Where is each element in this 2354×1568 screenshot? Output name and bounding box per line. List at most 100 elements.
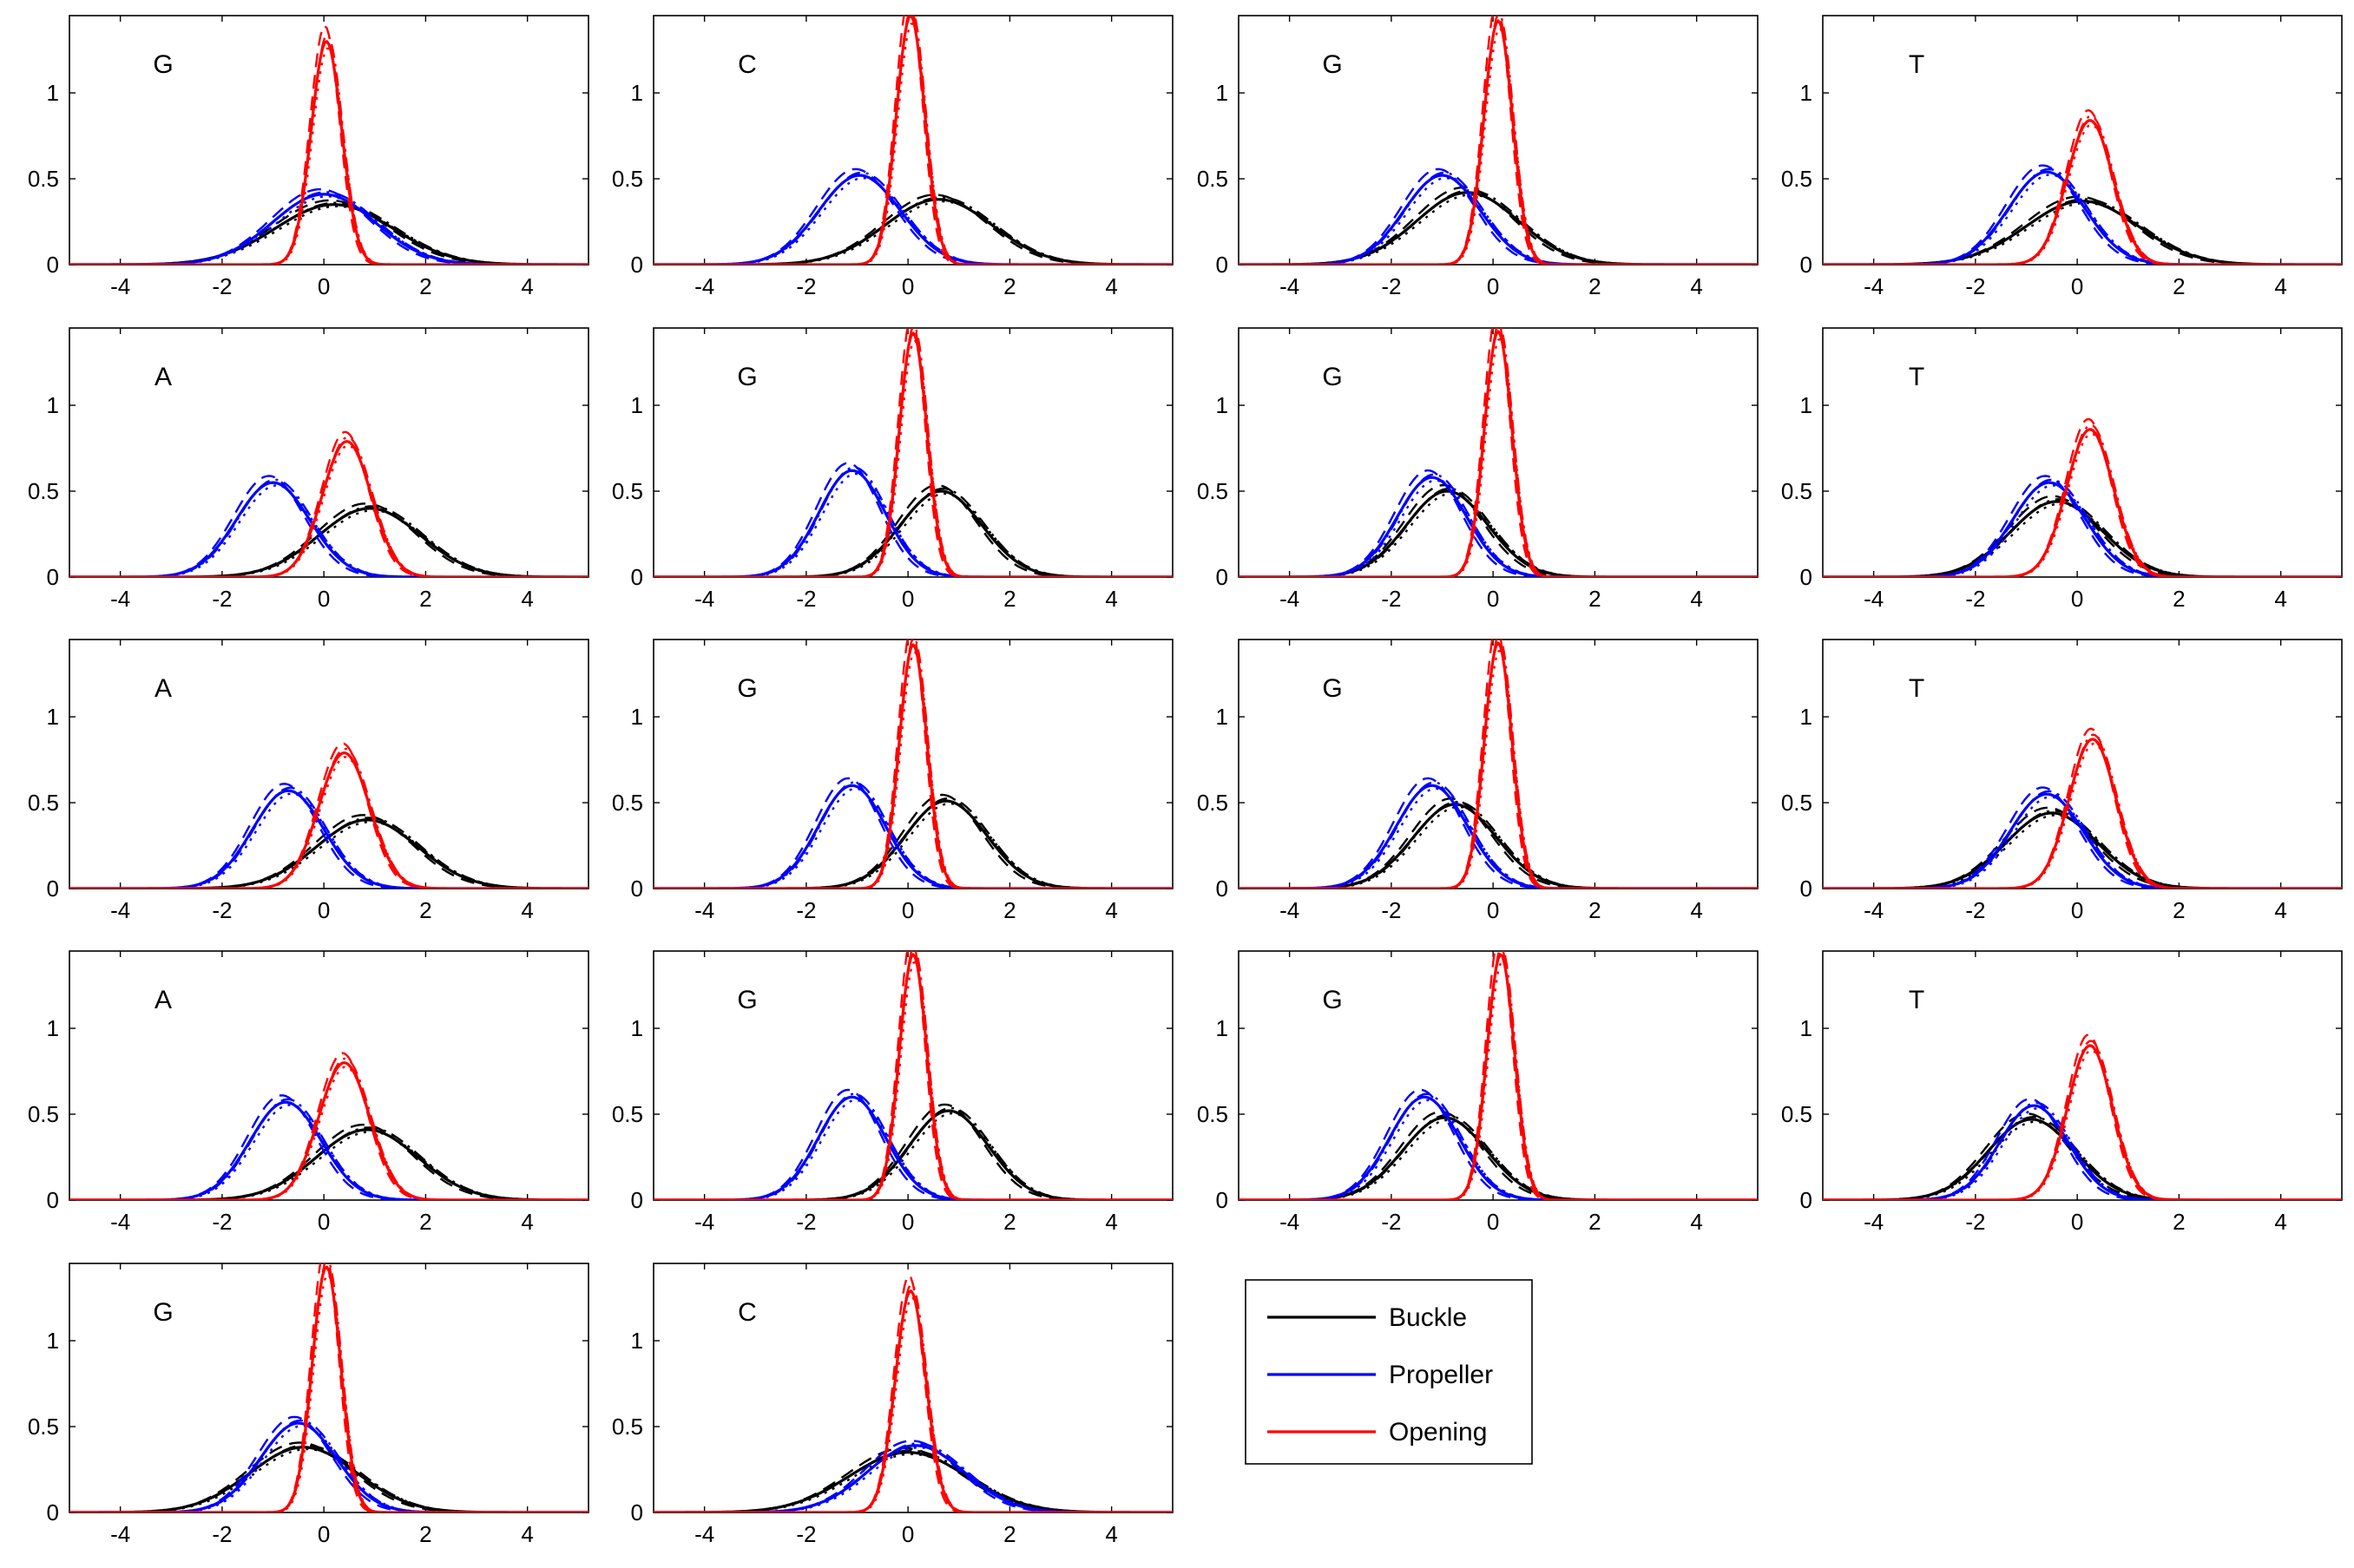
panel-base-label: G (153, 50, 173, 79)
y-tick-label: 0.5 (28, 1101, 59, 1127)
y-tick-label: 1 (1800, 80, 1812, 106)
panel-15: -4 -2 0 2 4 0 0.5 1 G (1197, 950, 1759, 1235)
y-tick-label: 1 (1800, 392, 1812, 418)
y-tick-label: 0 (631, 1187, 643, 1213)
buckle-curve-dashdot (69, 817, 588, 889)
x-tick-label: 0 (902, 586, 914, 612)
x-tick-label: 2 (1003, 273, 1016, 299)
x-tick-label: 4 (521, 273, 533, 299)
x-tick-label: -2 (1965, 1209, 1985, 1235)
x-tick-label: -4 (110, 1521, 130, 1547)
x-tick-label: 0 (902, 273, 914, 299)
panel-frame (69, 639, 589, 889)
x-tick-label: 0 (2071, 1209, 2083, 1235)
y-tick-label: 0 (631, 1499, 643, 1525)
opening-curve-dashed (69, 430, 588, 577)
curves (1823, 727, 2342, 889)
x-tick-label: 4 (521, 897, 533, 923)
y-tick-label: 0 (1216, 1187, 1228, 1213)
x-tick-label: -4 (1279, 273, 1299, 299)
x-tick-label: 2 (419, 1209, 431, 1235)
panel-12: -4 -2 0 2 4 0 0.5 1 T (1781, 639, 2343, 923)
x-tick-label: 4 (2274, 1209, 2286, 1235)
x-tick-label: 2 (1588, 1209, 1601, 1235)
panel-frame (1238, 15, 1759, 266)
panel-17: -4 -2 0 2 4 0 0.5 1 G (28, 1263, 589, 1547)
y-tick-label: 0 (1800, 564, 1812, 590)
panel-5: -4 -2 0 2 4 0 0.5 1 A (28, 327, 589, 612)
y-tick-label: 1 (47, 704, 59, 730)
y-tick-label: 1 (631, 1015, 643, 1041)
curves (654, 951, 1173, 1200)
legend: Buckle Propeller Opening (1245, 1279, 1533, 1465)
curves (1239, 328, 1758, 577)
opening-curve-solid (654, 331, 1173, 577)
opening-curve-dotted (654, 961, 1173, 1200)
y-tick-label: 0.5 (28, 790, 59, 816)
buckle-curve-dashdot (69, 505, 588, 577)
y-tick-label: 0.5 (28, 166, 59, 192)
propeller-curve-dashed (654, 462, 1173, 577)
panel-base-label: G (1322, 363, 1342, 391)
x-tick-label: -2 (1381, 1209, 1401, 1235)
panel-base-label: T (1909, 986, 1924, 1014)
propeller-curve-dotted (654, 1099, 1173, 1200)
panel-frame (69, 950, 589, 1201)
x-tick-label: -2 (1965, 273, 1985, 299)
panel-14: -4 -2 0 2 4 0 0.5 1 G (612, 950, 1174, 1235)
opening-curve-dashdot (1823, 423, 2342, 577)
panel-2: -4 -2 0 2 4 0 0.5 1 C (612, 15, 1174, 299)
x-tick-label: 4 (1105, 1209, 1117, 1235)
opening-curve-solid (69, 40, 588, 265)
opening-curve-solid (654, 953, 1173, 1200)
propeller-curve-dotted (69, 1104, 588, 1200)
panel-base-label: G (153, 1298, 173, 1327)
x-tick-label: 4 (1105, 586, 1117, 612)
panel-frame (69, 15, 589, 266)
legend-label-opening: Opening (1389, 1418, 1487, 1447)
y-tick-label: 0.5 (28, 1414, 59, 1440)
x-tick-label: 4 (1690, 273, 1702, 299)
opening-curve-dashdot (69, 436, 588, 577)
x-tick-label: -2 (1965, 586, 1985, 612)
propeller-curve-dashdot (1239, 1092, 1758, 1200)
panel-8: -4 -2 0 2 4 0 0.5 1 T (1781, 327, 2343, 612)
x-tick-label: 4 (1690, 586, 1702, 612)
x-tick-label: -4 (1279, 897, 1299, 923)
panel-3: -4 -2 0 2 4 0 0.5 1 G (1197, 15, 1759, 299)
opening-curve-solid (654, 16, 1173, 265)
y-tick-label: 0 (47, 564, 59, 590)
panel-base-label: A (155, 674, 172, 703)
x-tick-label: 2 (1588, 273, 1601, 299)
x-tick-label: -4 (694, 273, 714, 299)
x-tick-label: 0 (1487, 897, 1499, 923)
x-tick-label: -2 (796, 586, 816, 612)
x-tick-label: -2 (1381, 586, 1401, 612)
propeller-curve-dashed (654, 1088, 1173, 1200)
opening-curve-solid (69, 751, 588, 889)
legend-box (1245, 1279, 1533, 1465)
panel-4: -4 -2 0 2 4 0 0.5 1 T (1781, 15, 2343, 299)
opening-curve-solid (1239, 330, 1758, 577)
x-tick-label: 2 (1003, 1521, 1016, 1547)
x-tick-label: 0 (318, 897, 330, 923)
x-tick-label: 0 (318, 586, 330, 612)
buckle-curve-dashed (1239, 186, 1758, 265)
panel-frame (69, 1263, 589, 1513)
panel-base-label: G (737, 363, 757, 391)
panel-base-label: G (1322, 674, 1342, 703)
x-tick-label: 4 (1105, 273, 1117, 299)
x-tick-label: -4 (1279, 1209, 1299, 1235)
x-tick-label: 4 (2274, 586, 2286, 612)
buckle-curve-dotted (1239, 1119, 1758, 1200)
buckle-curve-dotted (69, 1131, 588, 1200)
opening-curve-dashed (1823, 1033, 2342, 1200)
propeller-curve-dashed (1823, 475, 2342, 577)
y-tick-label: 0.5 (1197, 1101, 1228, 1127)
panel-base-label: G (737, 674, 757, 703)
x-tick-label: 2 (419, 586, 431, 612)
opening-curve-solid (69, 1061, 588, 1200)
x-tick-label: -2 (1381, 273, 1401, 299)
opening-curve-dotted (1239, 338, 1758, 577)
x-tick-label: 2 (2173, 897, 2185, 923)
